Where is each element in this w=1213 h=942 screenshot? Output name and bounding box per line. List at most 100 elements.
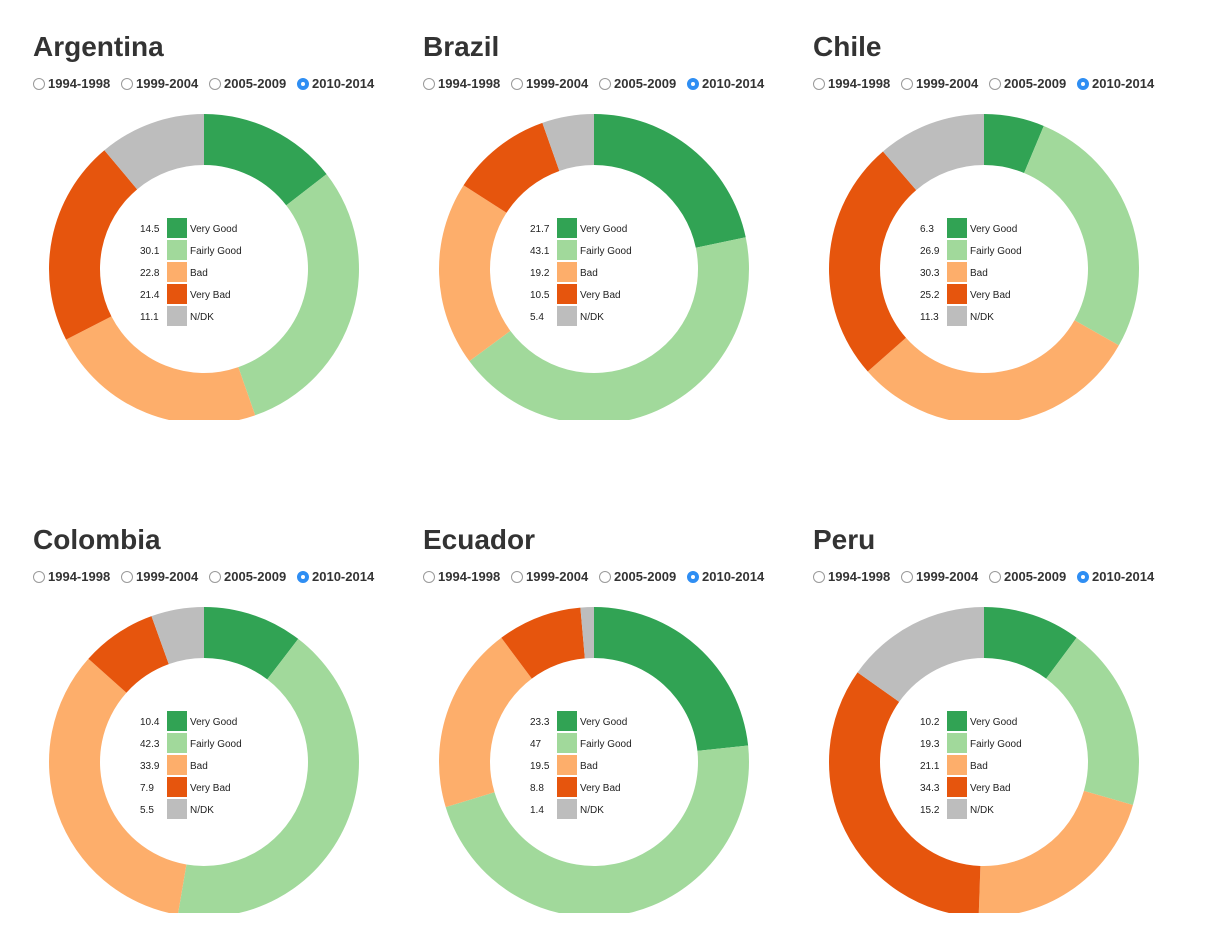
legend-swatch-n-dk (557, 306, 577, 326)
radio-circle-icon[interactable] (1077, 78, 1089, 90)
slice-bad[interactable] (439, 185, 511, 362)
legend-swatch-bad (167, 755, 187, 775)
radio-circle-icon[interactable] (989, 571, 1001, 583)
slice-very-good[interactable] (204, 114, 327, 206)
radio-circle-icon[interactable] (209, 571, 221, 583)
slice-very-bad[interactable] (49, 150, 138, 340)
radio-circle-icon[interactable] (511, 78, 523, 90)
radio-circle-icon[interactable] (121, 571, 133, 583)
legend-swatch-bad (947, 262, 967, 282)
slice-bad[interactable] (978, 790, 1133, 913)
legend-label: Bad (580, 268, 598, 279)
slice-fairly-good[interactable] (469, 237, 749, 420)
radio-label: 2005-2009 (1004, 569, 1067, 584)
radio-circle-icon[interactable] (901, 571, 913, 583)
legend-value: 23.3 (530, 717, 550, 728)
donut-chart: 21.7 Very Good 43.1 Fairly Good 19.2 Bad 10.5 V… (439, 114, 749, 420)
legend-swatch-very-bad (167, 777, 187, 797)
legend-value: 19.5 (530, 761, 550, 772)
slice-n-dk[interactable] (542, 114, 594, 171)
slice-n-dk[interactable] (580, 607, 594, 659)
legend-swatch-n-dk (167, 306, 187, 326)
slice-fairly-good[interactable] (1046, 637, 1139, 805)
legend-swatch-very-good (557, 711, 577, 731)
radio-label: 2010-2014 (702, 76, 765, 91)
radio-circle-icon[interactable] (423, 571, 435, 583)
radio-circle-icon[interactable] (813, 571, 825, 583)
slice-bad[interactable] (439, 637, 532, 808)
slice-fairly-good[interactable] (1024, 125, 1139, 346)
chart-title: Peru (813, 524, 876, 555)
slice-n-dk[interactable] (104, 114, 204, 190)
slice-very-good[interactable] (594, 114, 746, 248)
donut-chart: 10.4 Very Good 42.3 Fairly Good 33.9 Bad 7.9 Ve… (49, 607, 359, 913)
radio-circle-icon[interactable] (209, 78, 221, 90)
donut-chart: 10.2 Very Good 19.3 Fairly Good 21.1 Bad 34.3 V… (829, 607, 1139, 913)
donut-chart: 23.3 Very Good 47 Fairly Good 19.5 Bad 8.8 Very… (439, 607, 749, 913)
radio-label: 2005-2009 (224, 76, 287, 91)
slice-n-dk[interactable] (857, 607, 984, 702)
radio-circle-icon[interactable] (423, 78, 435, 90)
slice-very-bad[interactable] (829, 151, 917, 372)
slice-fairly-good[interactable] (445, 745, 749, 913)
legend-swatch-very-good (557, 218, 577, 238)
slice-very-bad[interactable] (88, 616, 169, 693)
slice-fairly-good[interactable] (238, 174, 359, 416)
radio-label: 1999-2004 (136, 76, 199, 91)
legend-value: 21.7 (530, 224, 550, 235)
legend-label: N/DK (190, 805, 214, 816)
legend-value: 21.4 (140, 290, 160, 301)
slice-bad[interactable] (49, 658, 187, 913)
slice-very-bad[interactable] (501, 607, 585, 679)
legend-value: 6.3 (920, 224, 934, 235)
legend-swatch-fairly-good (947, 733, 967, 753)
legend-swatch-very-bad (557, 777, 577, 797)
legend-label: Fairly Good (190, 246, 242, 257)
legend-swatch-very-bad (947, 284, 967, 304)
radio-circle-icon[interactable] (687, 571, 699, 583)
radio-label: 1994-1998 (828, 76, 891, 91)
legend-label: Bad (970, 761, 988, 772)
radio-circle-icon[interactable] (901, 78, 913, 90)
slice-fairly-good[interactable] (178, 638, 359, 913)
legend-label: Bad (580, 761, 598, 772)
radio-circle-icon[interactable] (297, 571, 309, 583)
legend-swatch-fairly-good (167, 733, 187, 753)
legend-label: Very Bad (190, 783, 231, 794)
legend-value: 10.5 (530, 290, 550, 301)
radio-circle-icon[interactable] (989, 78, 1001, 90)
legend-label: Very Good (190, 224, 237, 235)
radio-circle-icon[interactable] (297, 78, 309, 90)
slice-very-bad[interactable] (463, 122, 560, 213)
radio-circle-icon[interactable] (599, 571, 611, 583)
legend-value: 30.1 (140, 246, 160, 257)
slice-n-dk[interactable] (151, 607, 204, 665)
legend-label: Bad (970, 268, 988, 279)
radio-circle-icon[interactable] (33, 78, 45, 90)
radio-circle-icon[interactable] (813, 78, 825, 90)
slice-very-good[interactable] (204, 607, 299, 680)
chart-title: Brazil (423, 31, 500, 62)
radio-circle-icon[interactable] (511, 571, 523, 583)
slice-bad[interactable] (867, 320, 1119, 420)
legend-swatch-very-good (167, 711, 187, 731)
radio-label: 2010-2014 (1092, 569, 1155, 584)
slice-very-good[interactable] (594, 607, 749, 751)
radio-circle-icon[interactable] (33, 571, 45, 583)
radio-label: 2005-2009 (614, 569, 677, 584)
radio-circle-icon[interactable] (1077, 571, 1089, 583)
slice-very-good[interactable] (984, 114, 1044, 174)
radio-label: 1999-2004 (526, 569, 589, 584)
radio-circle-icon[interactable] (121, 78, 133, 90)
legend-swatch-very-bad (557, 284, 577, 304)
chart-title: Colombia (33, 524, 161, 555)
slice-bad[interactable] (66, 316, 256, 420)
legend-value: 30.3 (920, 268, 940, 279)
legend-swatch-very-good (167, 218, 187, 238)
slice-very-good[interactable] (984, 607, 1077, 679)
legend-value: 7.9 (140, 783, 154, 794)
slice-very-bad[interactable] (829, 672, 981, 913)
radio-circle-icon[interactable] (599, 78, 611, 90)
slice-n-dk[interactable] (882, 114, 984, 191)
radio-circle-icon[interactable] (687, 78, 699, 90)
